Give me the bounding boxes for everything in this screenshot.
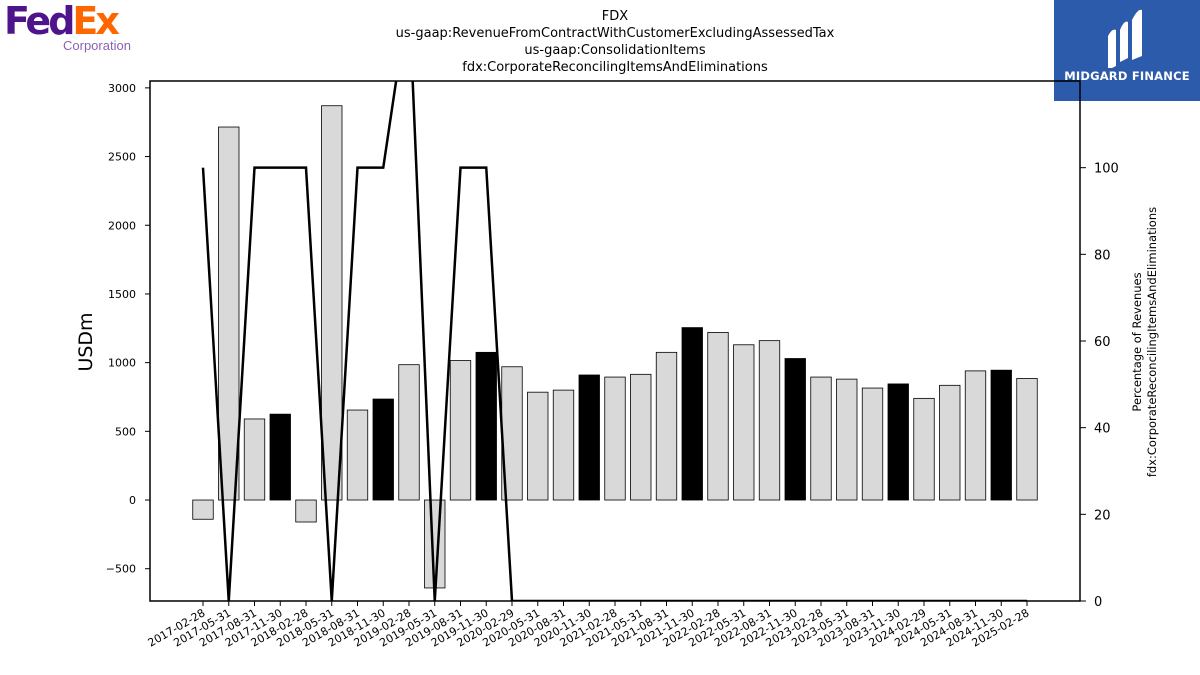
bar-2020-08-31 bbox=[552, 389, 575, 501]
bar-2023-11-30 bbox=[887, 383, 909, 501]
percentage-line bbox=[201, 81, 1027, 601]
bar-2024-02-29 bbox=[913, 397, 935, 501]
bar-2018-11-30 bbox=[372, 398, 394, 501]
y-axis-left: −500 0 500 1000 1500 2000 2500 3000 bbox=[106, 82, 150, 576]
bar-2023-05-31 bbox=[836, 378, 858, 501]
y2-tick-label: 80 bbox=[1094, 248, 1111, 263]
bars-layer bbox=[192, 105, 1038, 589]
fedex-logo: FedEx Corporation bbox=[4, 2, 154, 58]
line-layer bbox=[201, 81, 1027, 601]
bar-2019-02-28 bbox=[398, 364, 420, 501]
chart-title-line-1: FDX bbox=[601, 9, 629, 24]
bar-2017-02-28 bbox=[192, 499, 214, 520]
y-tick-label: 1500 bbox=[108, 288, 136, 301]
y2-axis-label-line-2: fdx:CorporateReconcilingItemsAndEliminat… bbox=[1145, 207, 1159, 477]
chart-title-line-3: us-gaap:ConsolidationItems bbox=[524, 43, 706, 58]
y2-axis-label-line-1: Percentage of Revenues bbox=[1130, 272, 1144, 411]
bar-2024-08-31 bbox=[964, 370, 987, 501]
x-axis: 2017-02-282017-05-312017-08-312017-11-30… bbox=[146, 601, 1032, 650]
fedex-logo-ex: Ex bbox=[72, 0, 120, 43]
chart-title-line-2: us-gaap:RevenueFromContractWithCustomerE… bbox=[395, 26, 835, 41]
bar-2022-08-31 bbox=[758, 340, 781, 501]
y-tick-label: 2500 bbox=[108, 151, 136, 164]
bar-2022-11-30 bbox=[784, 358, 806, 501]
bar-2023-02-28 bbox=[810, 376, 832, 501]
midgard-logo-text: MIDGARD FINANCE bbox=[1064, 69, 1190, 83]
bar-2018-02-28 bbox=[295, 499, 317, 523]
bar-2021-08-31 bbox=[655, 351, 678, 501]
y-tick-label: −500 bbox=[106, 563, 136, 576]
y2-tick-label: 40 bbox=[1094, 422, 1111, 437]
bar-2024-11-30 bbox=[990, 369, 1012, 501]
bar-2019-11-30 bbox=[475, 351, 497, 501]
y2-tick-label: 0 bbox=[1094, 595, 1102, 610]
bar-2024-05-31 bbox=[939, 384, 961, 501]
y-tick-label: 500 bbox=[115, 425, 136, 438]
chart-title-line-4: fdx:CorporateReconcilingItemsAndEliminat… bbox=[462, 60, 768, 75]
bar-2020-11-30 bbox=[578, 374, 600, 501]
bar-2018-05-31 bbox=[321, 105, 343, 501]
y-axis-label: USDm bbox=[75, 312, 97, 371]
bar-2017-11-30 bbox=[269, 413, 291, 501]
bar-2021-11-30 bbox=[681, 327, 703, 501]
bar-2019-08-31 bbox=[449, 360, 472, 501]
bar-2018-08-31 bbox=[346, 409, 369, 501]
bar-2022-02-28 bbox=[707, 332, 729, 501]
bar-2020-05-31 bbox=[527, 391, 549, 501]
midgard-mark-icon bbox=[1108, 9, 1142, 68]
midgard-finance-logo: MIDGARD FINANCE bbox=[1054, 0, 1200, 101]
y-axis-right: 0 20 40 60 80 100 bbox=[1080, 162, 1119, 610]
bar-2022-05-31 bbox=[733, 344, 755, 501]
y-tick-label: 0 bbox=[129, 494, 136, 507]
bar-2023-08-31 bbox=[861, 387, 884, 501]
plot-frame bbox=[149, 80, 1081, 602]
chart-title: FDX us-gaap:RevenueFromContractWithCusto… bbox=[300, 8, 930, 76]
bar-2017-08-31 bbox=[243, 418, 266, 501]
y2-tick-label: 20 bbox=[1094, 508, 1111, 523]
y2-tick-label: 60 bbox=[1094, 335, 1111, 350]
bar-2021-05-31 bbox=[630, 373, 652, 501]
y2-tick-label: 100 bbox=[1094, 162, 1119, 177]
y-tick-label: 3000 bbox=[108, 82, 136, 95]
y-tick-label: 2000 bbox=[108, 219, 136, 232]
y-tick-label: 1000 bbox=[108, 357, 136, 370]
bar-2025-02-28 bbox=[1016, 378, 1038, 501]
fedex-logo-fed: Fed bbox=[4, 0, 75, 43]
bar-2017-05-31 bbox=[218, 126, 240, 501]
fedex-logo-subtitle: Corporation bbox=[63, 38, 131, 53]
bar-2021-02-28 bbox=[604, 376, 626, 501]
